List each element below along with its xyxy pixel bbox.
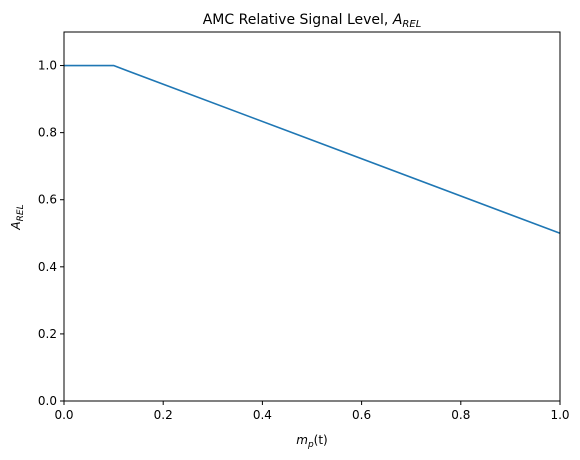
y-tick-label: 0.2 xyxy=(38,327,57,341)
x-axis-label: mp(t) xyxy=(296,433,328,450)
plot-frame xyxy=(63,31,561,402)
x-tick-label: 0.6 xyxy=(352,408,371,422)
series-layer xyxy=(64,64,561,235)
ticks-layer: 0.0 0.2 0.4 0.6 0.8 1.0 0.0 0.2 0.4 0.6 0.8 1.0 xyxy=(38,59,570,422)
series-line xyxy=(64,64,561,235)
chart-title: AMC Relative Signal Level, AREL xyxy=(203,12,422,30)
y-tick-label: 0.0 xyxy=(38,394,57,408)
x-tick-label: 1.0 xyxy=(550,408,569,422)
y-axis-label: AREL xyxy=(9,204,26,230)
y-tick-label: 0.8 xyxy=(38,126,57,140)
x-tick-label: 0.2 xyxy=(154,408,173,422)
x-tick-label: 0.8 xyxy=(451,408,470,422)
y-tick-label: 0.6 xyxy=(38,193,57,207)
y-tick-label: 0.4 xyxy=(38,260,57,274)
plot-area xyxy=(64,32,560,401)
y-tick-label: 1.0 xyxy=(38,59,57,73)
x-tick-label: 0.0 xyxy=(54,408,73,422)
x-tick-label: 0.4 xyxy=(253,408,272,422)
